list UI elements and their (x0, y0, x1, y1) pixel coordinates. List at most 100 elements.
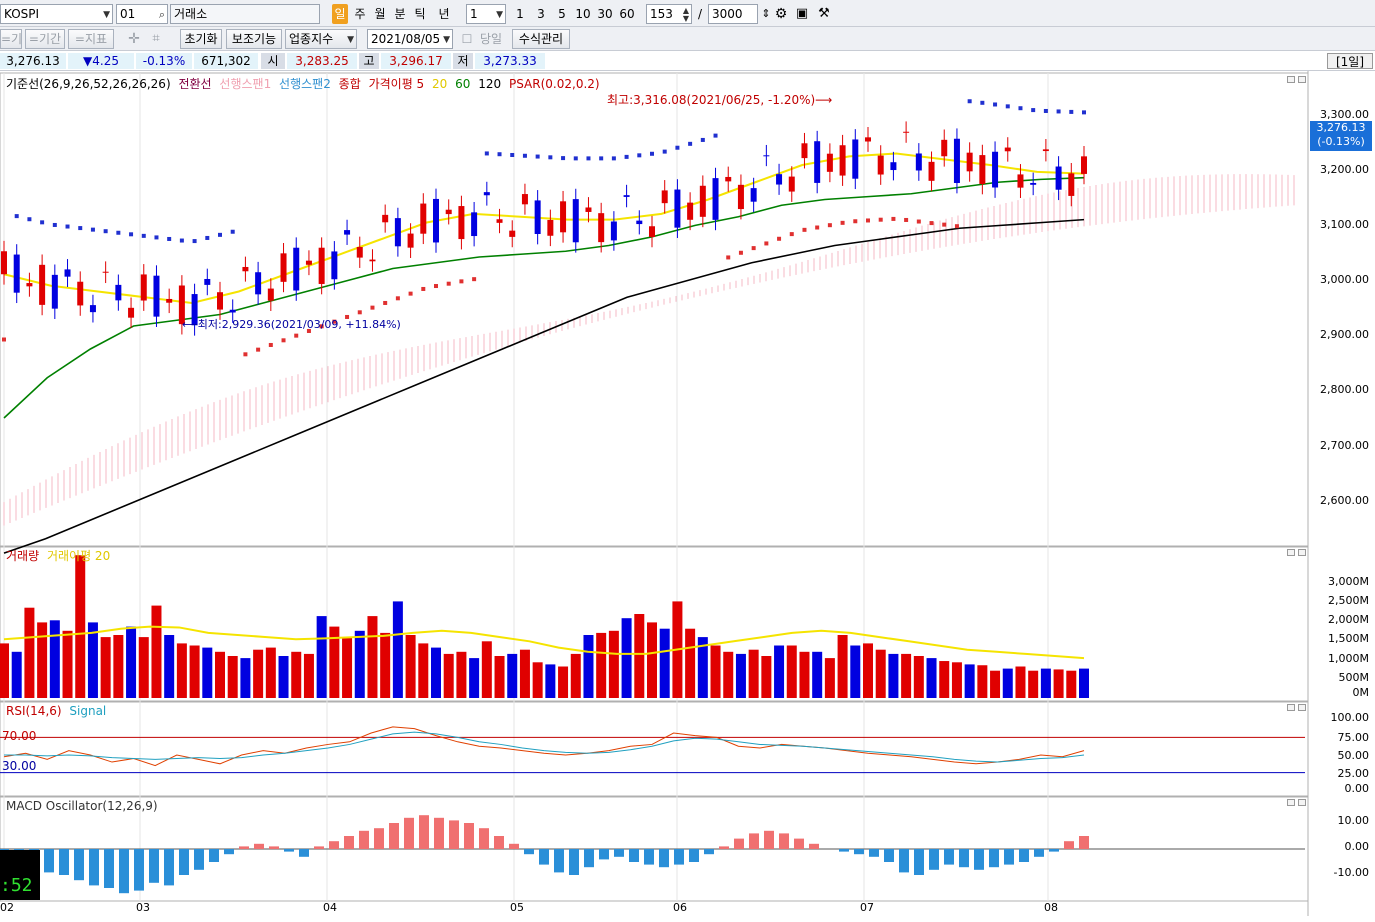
psar-dot (853, 219, 858, 224)
legend-leading-span1[interactable]: 선행스팬1 (219, 77, 272, 91)
minute-3-button[interactable]: 3 (537, 7, 545, 21)
rsi-tick: 100.00 (1330, 711, 1370, 724)
chevron-down-icon[interactable]: ▼ (496, 10, 503, 20)
stepper-arrows-icon[interactable]: ▲ ▼ (682, 6, 689, 23)
minute-30-button[interactable]: 30 (597, 7, 613, 21)
price-tick: 3,100.00 (1320, 218, 1369, 231)
legend-volume[interactable]: 거래량 (6, 549, 40, 563)
period-month-button[interactable]: 월 (374, 7, 386, 21)
volume-bar (977, 665, 988, 698)
sector-index-select[interactable]: 업종지수 ▼ (285, 29, 357, 49)
panel-minimize-icon[interactable] (1287, 799, 1295, 806)
period-day-button[interactable]: 일 (332, 4, 348, 24)
indicator-button[interactable]: =지표 (68, 29, 114, 49)
grid-icon[interactable]: ⌗ (152, 31, 160, 46)
psar-dot (1018, 106, 1023, 111)
candle-body (1068, 173, 1075, 196)
panel-minimize-icon[interactable] (1287, 549, 1295, 556)
legend-ma5[interactable]: 가격이평 5 (368, 77, 425, 91)
period-year-button[interactable]: 년 (438, 7, 450, 21)
legend-signal[interactable]: Signal (69, 704, 107, 718)
count-value: 153 (650, 7, 673, 21)
candle-body (305, 260, 312, 265)
legend-base-line[interactable]: 기준선(26,9,26,52,26,26,26) (6, 77, 171, 91)
crosshair-icon[interactable]: ✛ (128, 31, 140, 47)
volume-bar (735, 653, 746, 698)
legend-rsi[interactable]: RSI(14,6) (6, 704, 62, 718)
psar-dot (866, 218, 870, 223)
candle-body (280, 253, 287, 282)
volume-bar (227, 656, 238, 698)
adjust-icon[interactable]: ⇕ (761, 7, 771, 20)
volume-bar (456, 651, 467, 698)
chevron-down-icon[interactable]: ▼ (347, 35, 354, 45)
code-input[interactable]: 01 ⌕ (116, 4, 168, 24)
interval-select[interactable]: 1 ▼ (466, 4, 506, 24)
rsi-level-low-label: 30.00 (2, 759, 37, 773)
candle-body (394, 218, 401, 247)
chart-canvas[interactable] (0, 71, 1375, 916)
minute-60-button[interactable]: 60 (619, 7, 635, 21)
macd-bar (959, 849, 969, 868)
minute-5-button[interactable]: 5 (558, 7, 566, 21)
period-tick-button[interactable]: 틱 (414, 7, 426, 21)
formula-manage-button[interactable]: 수식관리 (512, 29, 570, 49)
today-checkbox[interactable]: ☐ (461, 32, 473, 46)
macd-bar (914, 849, 924, 875)
last-price-change: (-0.13%) (1317, 135, 1365, 148)
price-legend: 기준선(26,9,26,52,26,26,26) 전환선 선행스팬1 선행스팬2… (6, 77, 604, 91)
period-week-button[interactable]: 주 (354, 7, 366, 21)
rsi-panel (0, 701, 1309, 797)
legend-ma60[interactable]: 60 (455, 77, 471, 91)
psar-dot (421, 286, 426, 291)
panel-minimize-icon[interactable] (1287, 704, 1295, 711)
psar-dot (434, 284, 438, 289)
minute-1-button[interactable]: 1 (516, 7, 524, 21)
legend-composite[interactable]: 종합 (338, 77, 361, 91)
interval-value: 1 (470, 7, 478, 21)
max-count-input[interactable]: 3000 (708, 4, 758, 24)
period-badge[interactable]: [1일] (1327, 53, 1373, 69)
legend-psar[interactable]: PSAR(0.02,0.2) (508, 77, 600, 91)
minute-10-button[interactable]: 10 (575, 7, 591, 21)
search-icon[interactable]: ⌕ (158, 8, 165, 21)
max-count-value: 3000 (712, 7, 743, 21)
count-separator: / (697, 7, 703, 21)
chevron-down-icon[interactable]: ▼ (103, 10, 110, 20)
candle-body (953, 138, 960, 183)
tools-icon[interactable]: ⚒ (818, 6, 830, 21)
period-left-button[interactable]: =기 (0, 29, 22, 49)
candle-body (1, 251, 7, 275)
assist-function-button[interactable]: 보조기능 (226, 29, 282, 49)
legend-ma120[interactable]: 120 (478, 77, 502, 91)
save-icon[interactable]: ▣ (795, 6, 809, 21)
candle-body (483, 192, 490, 196)
legend-ma20[interactable]: 20 (432, 77, 448, 91)
legend-leading-span2[interactable]: 선행스팬2 (279, 77, 331, 91)
panel-close-icon[interactable] (1298, 549, 1306, 556)
settings-gear-icon[interactable]: ⚙ (774, 6, 788, 22)
panel-close-icon[interactable] (1298, 704, 1306, 711)
psar-dot (103, 229, 108, 234)
volume-bar (951, 662, 962, 698)
period-range-button[interactable]: =기간 (25, 29, 65, 49)
panel-close-icon[interactable] (1298, 799, 1306, 806)
chevron-down-icon[interactable]: ▼ (443, 35, 450, 45)
legend-volume-ma20[interactable]: 거래이평 20 (46, 549, 111, 563)
reset-button[interactable]: 초기화 (180, 29, 222, 49)
date-picker[interactable]: 2021/08/05 ▼ (367, 29, 453, 49)
volume-bar (87, 622, 98, 698)
candle-body (712, 178, 719, 220)
candle-body (737, 184, 744, 210)
psar-dot (904, 217, 909, 222)
panel-close-icon[interactable] (1298, 76, 1306, 83)
period-minute-button[interactable]: 분 (394, 7, 406, 21)
rsi-lines (0, 726, 1305, 774)
psar-dot (383, 300, 388, 305)
count-stepper[interactable]: 153 ▲ ▼ (646, 4, 692, 24)
panel-minimize-icon[interactable] (1287, 76, 1295, 83)
legend-conversion-line[interactable]: 전환선 (178, 77, 212, 91)
symbol-select[interactable]: KOSPI ▼ (0, 4, 113, 24)
legend-macd[interactable]: MACD Oscillator(12,26,9) (6, 799, 158, 813)
rsi-line-Signal (4, 731, 1085, 763)
